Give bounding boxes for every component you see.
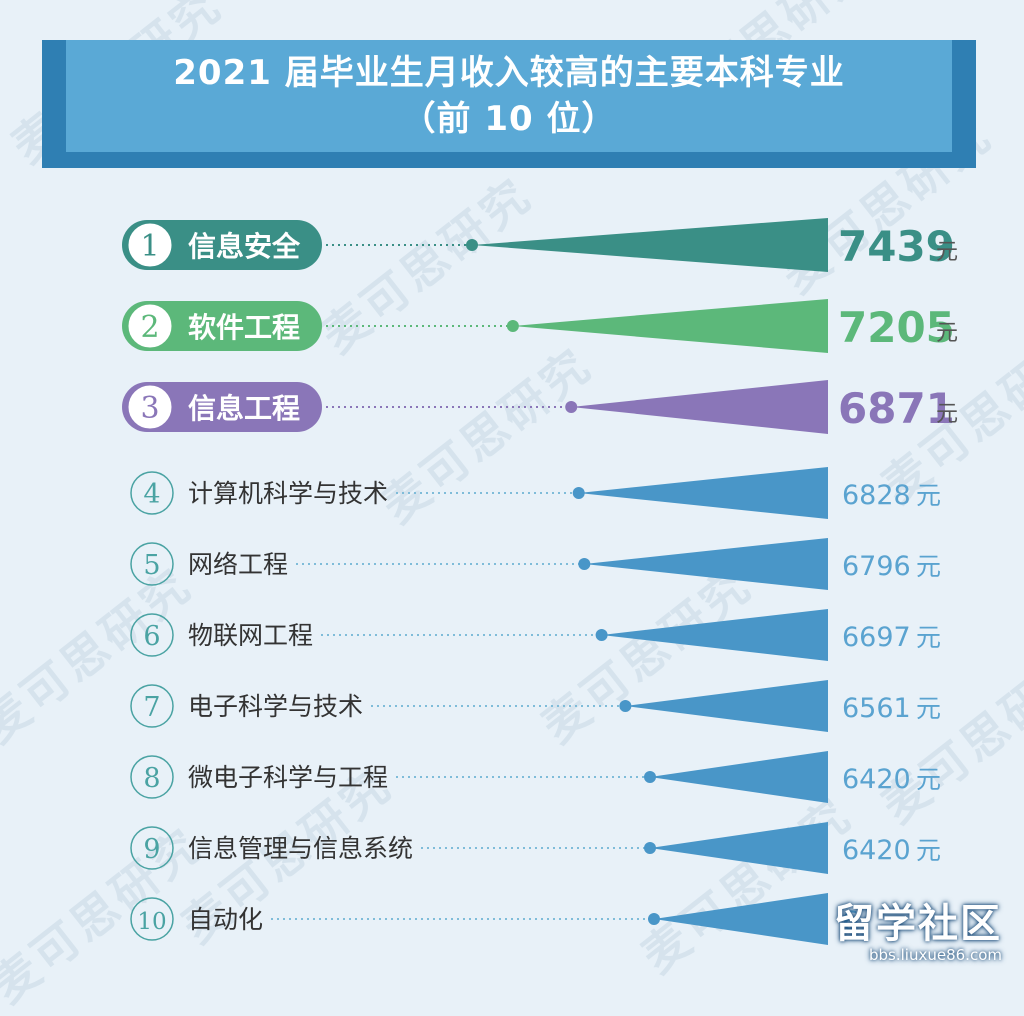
- unit-label-6: 元: [916, 623, 941, 652]
- rank-number-9: 9: [143, 834, 160, 865]
- value-wedge-9: [650, 822, 828, 874]
- category-label-3: 信息工程: [188, 392, 300, 425]
- footer-url: bbs.liuxue86.com: [869, 946, 1002, 964]
- tip-dot-4: [572, 487, 585, 499]
- title-banner: 2021 届毕业生月收入较高的主要本科专业 （前 10 位）: [42, 40, 976, 168]
- category-label-6: 物联网工程: [188, 621, 313, 650]
- rank-number-10: 10: [137, 909, 166, 935]
- unit-label-3: 元: [936, 402, 958, 427]
- rank-badge-5: [130, 542, 174, 586]
- rank-badge-3: [125, 382, 175, 432]
- value-wedge-7: [625, 680, 828, 732]
- tip-dot-9: [644, 842, 656, 854]
- category-label-8: 微电子科学与工程: [188, 763, 388, 792]
- value-wedge-1: [472, 218, 828, 272]
- value-label-3: 6871: [838, 384, 955, 433]
- unit-label-4: 元: [916, 481, 941, 510]
- rank-badge-8: [130, 755, 174, 799]
- label-pill-3: [122, 382, 322, 432]
- rank-badge-7: [130, 684, 174, 728]
- tip-dot-7: [619, 700, 632, 712]
- chart-title: 2021 届毕业生月收入较高的主要本科专业: [173, 53, 845, 93]
- label-pill-1: [122, 220, 322, 270]
- footer-logo-text: 留学社区: [834, 901, 1002, 947]
- rank-badge-2: [125, 301, 175, 351]
- rank-number-5: 5: [143, 550, 160, 581]
- category-label-1: 信息安全: [188, 230, 301, 263]
- unit-label-9: 元: [916, 836, 941, 865]
- rank-badge-1: [125, 220, 175, 270]
- category-label-10: 自动化: [188, 905, 263, 934]
- value-wedge-6: [601, 609, 828, 661]
- value-wedge-2: [512, 299, 828, 353]
- tip-dot-1: [466, 239, 478, 251]
- rank-badge-10: [130, 897, 174, 941]
- rank-badge-6: [130, 613, 174, 657]
- footer-logo: 留学社区 bbs.liuxue86.com: [834, 902, 1002, 964]
- value-wedge-8: [650, 751, 828, 803]
- category-label-5: 网络工程: [188, 550, 288, 579]
- value-label-6: 6697: [842, 622, 911, 653]
- category-label-7: 电子科学与技术: [188, 692, 363, 721]
- unit-label-8: 元: [916, 765, 941, 794]
- rank-number-2: 2: [140, 310, 159, 345]
- unit-label-2: 元: [936, 321, 958, 346]
- tip-dot-2: [506, 320, 519, 332]
- unit-label-7: 元: [916, 694, 941, 723]
- rank-number-1: 1: [140, 229, 159, 264]
- tip-dot-6: [595, 629, 608, 641]
- value-label-7: 6561: [842, 693, 911, 724]
- value-label-4: 6828: [842, 480, 911, 511]
- rank-number-6: 6: [143, 621, 160, 652]
- value-label-8: 6420: [842, 764, 911, 795]
- label-pill-2: [122, 301, 322, 351]
- value-label-9: 6420: [842, 835, 911, 866]
- value-label-2: 7205: [838, 303, 955, 352]
- value-wedge-4: [578, 467, 828, 519]
- rank-number-3: 3: [140, 391, 159, 426]
- rank-badge-4: [130, 471, 174, 515]
- tip-dot-3: [565, 401, 578, 413]
- category-label-4: 计算机科学与技术: [188, 479, 388, 508]
- rank-number-4: 4: [143, 479, 160, 510]
- unit-label-1: 元: [936, 240, 958, 265]
- value-wedge-10: [654, 893, 828, 945]
- rank-badge-9: [130, 826, 174, 870]
- category-label-2: 软件工程: [188, 311, 300, 344]
- category-label-9: 信息管理与信息系统: [188, 834, 413, 863]
- tip-dot-8: [644, 771, 656, 783]
- value-label-10: 6: [842, 906, 859, 937]
- chart-subtitle: （前 10 位）: [401, 99, 617, 139]
- unit-label-5: 元: [916, 552, 941, 581]
- value-wedge-3: [571, 380, 828, 434]
- title-inner: 2021 届毕业生月收入较高的主要本科专业 （前 10 位）: [66, 40, 952, 152]
- tip-dot-10: [648, 913, 660, 925]
- value-label-5: 6796: [842, 551, 911, 582]
- rank-number-7: 7: [143, 692, 160, 723]
- rank-number-8: 8: [143, 763, 160, 794]
- value-label-1: 7439: [838, 222, 955, 271]
- value-wedge-5: [584, 538, 828, 590]
- tip-dot-5: [578, 558, 591, 570]
